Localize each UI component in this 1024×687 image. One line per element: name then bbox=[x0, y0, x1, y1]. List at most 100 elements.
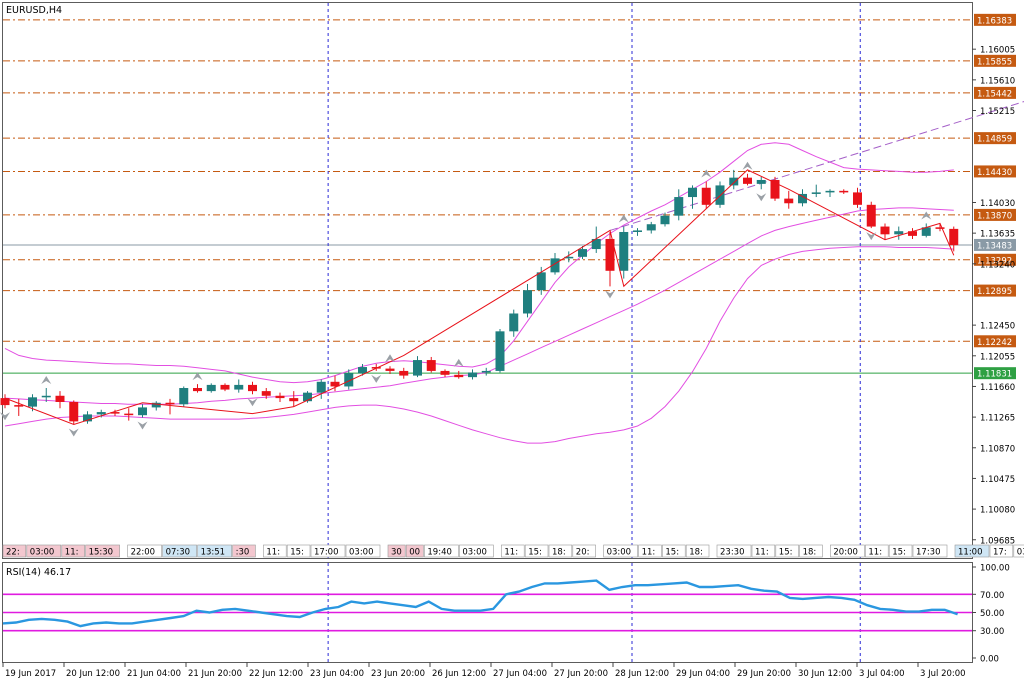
session-text-21: 11: bbox=[642, 548, 656, 558]
trendline[interactable] bbox=[609, 81, 1024, 231]
candle[interactable] bbox=[578, 245, 587, 260]
candle[interactable] bbox=[935, 223, 945, 232]
level-tag-text: 1.12242 bbox=[977, 338, 1012, 348]
fractal-down-arrow bbox=[247, 398, 258, 407]
candle[interactable] bbox=[509, 309, 519, 337]
candle[interactable] bbox=[495, 329, 505, 373]
candle[interactable] bbox=[839, 189, 849, 194]
candle[interactable] bbox=[83, 411, 92, 424]
candle[interactable] bbox=[591, 226, 601, 253]
candle[interactable] bbox=[289, 391, 299, 407]
session-box-30 bbox=[888, 544, 913, 558]
candle[interactable] bbox=[248, 381, 257, 395]
candle[interactable] bbox=[426, 356, 436, 373]
candle-body bbox=[495, 331, 505, 371]
candle[interactable] bbox=[646, 221, 656, 234]
candle[interactable] bbox=[41, 388, 51, 402]
candle[interactable] bbox=[523, 283, 532, 318]
candle[interactable] bbox=[798, 189, 807, 207]
candle[interactable] bbox=[660, 212, 670, 227]
candle[interactable] bbox=[165, 398, 175, 415]
session-text-0: 22: bbox=[6, 548, 20, 558]
candle[interactable] bbox=[756, 176, 766, 190]
fractal-down-arrow bbox=[605, 290, 615, 299]
candle[interactable] bbox=[385, 366, 395, 375]
candle[interactable] bbox=[413, 356, 422, 378]
candle[interactable] bbox=[894, 226, 904, 240]
candle[interactable] bbox=[69, 400, 79, 425]
candle[interactable] bbox=[674, 189, 684, 221]
candle[interactable] bbox=[619, 226, 629, 279]
candle[interactable] bbox=[866, 201, 876, 229]
candle[interactable] bbox=[908, 228, 917, 239]
session-text-28: 20:00 bbox=[833, 548, 858, 558]
candle[interactable] bbox=[454, 370, 464, 379]
candle[interactable] bbox=[468, 369, 477, 380]
price-tick-label: 1.12450 bbox=[980, 322, 1015, 332]
time-tick-label: 28 Jun 12:00 bbox=[615, 669, 669, 679]
candle-body bbox=[344, 373, 354, 387]
session-text-2: 11: bbox=[65, 548, 79, 558]
rsi-pane[interactable] bbox=[2, 563, 972, 662]
candle-body bbox=[674, 197, 684, 216]
candle[interactable] bbox=[124, 408, 134, 421]
candle[interactable] bbox=[110, 409, 120, 416]
session-text-25: 11: bbox=[755, 548, 769, 558]
main-pane[interactable]: 22: 03:00 11: 15:30 22:00 07:30 13:51:30 11: 15:… bbox=[0, 3, 1024, 558]
candle-body bbox=[468, 372, 477, 378]
candle[interactable] bbox=[358, 363, 367, 376]
candle[interactable] bbox=[880, 223, 890, 240]
candle[interactable] bbox=[564, 251, 574, 263]
session-text-10: 17:00 bbox=[314, 548, 339, 558]
level-tag-bg bbox=[974, 165, 1016, 178]
rsi-line[interactable] bbox=[2, 579, 958, 628]
candle[interactable] bbox=[743, 173, 752, 186]
candle[interactable] bbox=[220, 383, 230, 392]
candle[interactable] bbox=[729, 169, 739, 190]
candle[interactable] bbox=[14, 398, 24, 416]
candle[interactable] bbox=[275, 392, 285, 402]
candle[interactable] bbox=[303, 391, 312, 403]
candle[interactable] bbox=[316, 379, 326, 399]
candle[interactable] bbox=[949, 226, 959, 252]
candle[interactable] bbox=[440, 369, 450, 378]
candle[interactable] bbox=[399, 367, 409, 379]
candle[interactable] bbox=[344, 369, 354, 390]
candle[interactable] bbox=[921, 223, 931, 238]
session-box-20 bbox=[603, 544, 638, 558]
candle-body bbox=[619, 231, 629, 271]
candle[interactable] bbox=[179, 386, 189, 407]
candle[interactable] bbox=[261, 388, 271, 399]
candle[interactable] bbox=[151, 401, 161, 411]
candle[interactable] bbox=[853, 187, 862, 208]
candle[interactable] bbox=[206, 383, 216, 393]
candle[interactable] bbox=[0, 394, 10, 409]
candle[interactable] bbox=[138, 404, 147, 418]
candle[interactable] bbox=[701, 181, 711, 209]
fractal-up-arrow bbox=[742, 161, 753, 170]
candle[interactable] bbox=[481, 367, 491, 376]
candle[interactable] bbox=[330, 375, 340, 392]
candle[interactable] bbox=[633, 228, 642, 236]
session-box-1 bbox=[26, 544, 62, 558]
price-tick-label: 1.13240 bbox=[980, 260, 1015, 270]
session-box-6 bbox=[197, 544, 232, 558]
session-box-4 bbox=[127, 544, 162, 558]
candle[interactable] bbox=[784, 190, 794, 209]
candle[interactable] bbox=[770, 176, 780, 201]
candle-body bbox=[358, 367, 367, 374]
candle[interactable] bbox=[605, 231, 615, 287]
candle-body bbox=[303, 392, 312, 402]
candle[interactable] bbox=[811, 184, 821, 198]
candle[interactable] bbox=[193, 384, 202, 393]
candle[interactable] bbox=[55, 391, 65, 409]
level-tag-bg bbox=[974, 284, 1016, 297]
candle[interactable] bbox=[715, 181, 725, 208]
candle[interactable] bbox=[234, 379, 244, 393]
candle[interactable] bbox=[688, 185, 697, 209]
candle[interactable] bbox=[825, 189, 835, 198]
fractal-up-arrow bbox=[701, 169, 712, 178]
session-text-24: 23:30 bbox=[720, 548, 745, 558]
